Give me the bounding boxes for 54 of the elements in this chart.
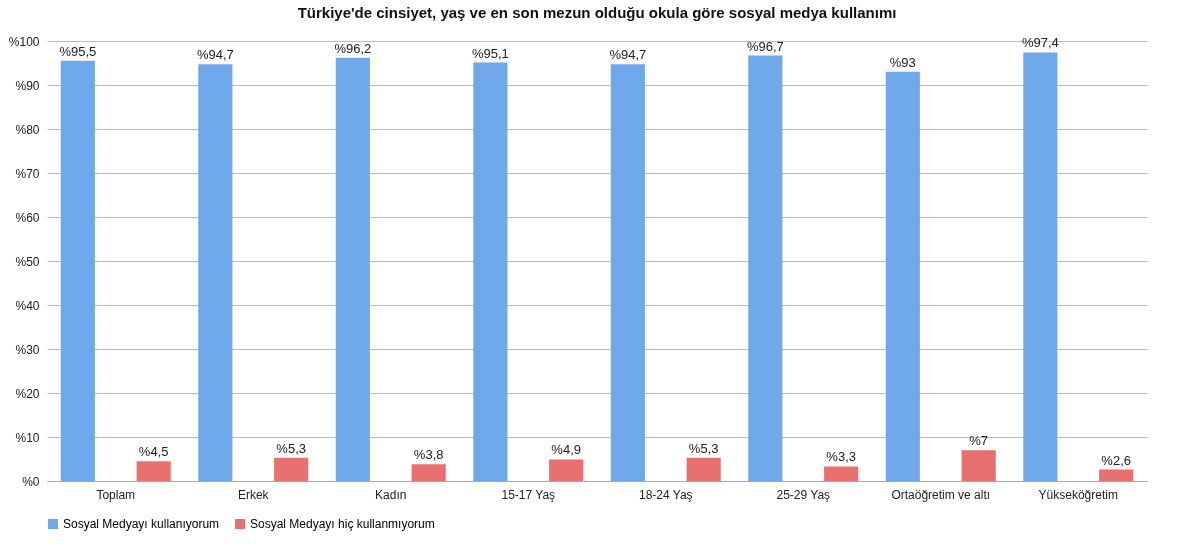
bar: [885, 71, 920, 481]
y-tick-label: %90: [15, 78, 40, 93]
y-tick-label: %40: [15, 298, 40, 313]
bar: [274, 457, 309, 481]
bar: [1099, 469, 1134, 481]
data-label: %96,2: [334, 40, 372, 56]
data-label: %3,3: [826, 449, 856, 465]
bar: [1023, 52, 1058, 481]
bar: [824, 466, 859, 481]
y-tick-label: %80: [15, 122, 40, 137]
bar: [748, 55, 783, 481]
bar: [335, 57, 370, 481]
y-tick-label: %50: [15, 254, 40, 269]
bar: [549, 459, 584, 481]
y-tick-label: %60: [15, 210, 40, 225]
data-label: %97,4: [1021, 35, 1059, 51]
bar: [473, 62, 508, 481]
x-tick-label: Toplam: [96, 487, 136, 502]
bar: [60, 60, 95, 481]
bar: [610, 64, 645, 481]
legend-label: Sosyal Medyayı kullanıyorum: [63, 517, 220, 531]
bar: [411, 464, 446, 481]
data-label: %94,7: [196, 47, 234, 63]
y-tick-label: %70: [15, 166, 40, 181]
bar: [686, 457, 721, 481]
data-label: %5,3: [688, 440, 719, 456]
data-label: %93: [889, 54, 916, 70]
x-tick-label: 25-29 Yaş: [776, 487, 831, 502]
x-tick-label: Ortaöğretim ve altı: [891, 487, 991, 502]
data-label: %95,5: [59, 43, 97, 59]
bar: [136, 461, 171, 481]
x-tick-label: 15-17 Yaş: [501, 487, 556, 502]
y-tick-label: %100: [8, 34, 40, 49]
data-label: %7: [969, 433, 989, 449]
data-label: %95,1: [471, 45, 509, 61]
data-label: %2,6: [1101, 452, 1131, 468]
data-label: %3,8: [413, 447, 444, 463]
x-tick-label: Kadın: [375, 487, 407, 502]
data-label: %4,5: [138, 444, 169, 460]
x-tick-label: 18-24 Yaş: [638, 487, 693, 502]
y-tick-label: %20: [15, 386, 40, 401]
data-label: %4,9: [551, 442, 581, 458]
data-label: %94,7: [609, 47, 647, 63]
data-label: %96,7: [746, 38, 784, 54]
y-tick-label: %10: [15, 430, 40, 445]
bar: [198, 64, 233, 481]
data-label: %5,3: [276, 440, 306, 456]
y-tick-label: %30: [15, 342, 40, 357]
bar: [961, 450, 996, 481]
legend-label: Sosyal Medyayı hiç kullanmıyorum: [250, 517, 435, 531]
x-tick-label: Erkek: [237, 487, 270, 502]
y-tick-label: %0: [22, 474, 40, 489]
chart-title: Türkiye'de cinsiyet, yaş ve en son mezun olduğu okula göre sosyal medya kullanımı: [297, 4, 897, 21]
x-tick-label: Yükseköğretim: [1038, 487, 1118, 502]
